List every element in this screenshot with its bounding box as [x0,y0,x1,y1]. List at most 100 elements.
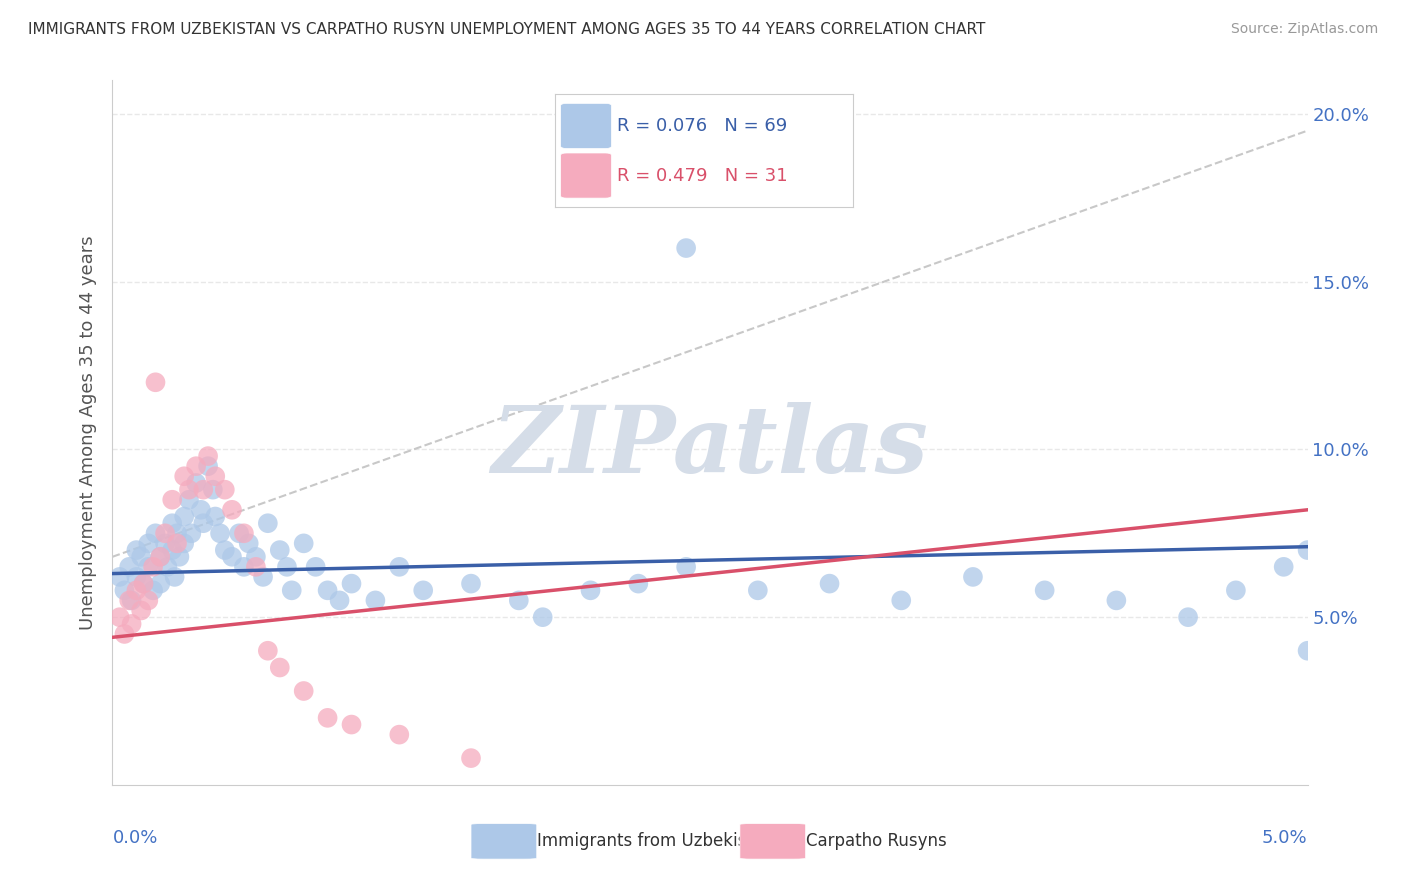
Point [316,583,339,598]
Point [1296,543,1319,558]
Point [257,644,280,658]
Point [173,536,195,550]
Point [129,603,152,617]
Point [1272,559,1295,574]
Point [108,610,131,624]
Point [269,543,291,558]
Point [162,492,183,507]
Point [747,583,769,598]
Point [388,728,411,742]
Point [121,616,143,631]
Point [145,376,167,390]
Point [125,570,148,584]
Point [125,543,148,558]
Point [156,559,179,574]
Point [252,570,274,584]
Point [121,593,143,607]
Point [460,576,482,591]
Point [180,526,202,541]
Text: Source: ZipAtlas.com: Source: ZipAtlas.com [1230,22,1378,37]
Point [197,449,219,463]
Text: 5.0%: 5.0% [1263,829,1308,847]
Point [138,536,160,550]
Point [108,570,131,584]
Point [177,492,200,507]
Point [228,526,250,541]
Text: 0.0%: 0.0% [112,829,157,847]
Point [149,549,172,564]
Point [233,526,256,541]
Point [166,526,188,541]
Point [460,751,482,765]
Point [962,570,984,584]
Point [292,536,315,550]
Point [169,549,191,564]
Point [153,536,176,550]
Point [388,559,411,574]
Point [142,559,165,574]
Point [579,583,602,598]
Y-axis label: Unemployment Among Ages 35 to 44 years: Unemployment Among Ages 35 to 44 years [79,235,97,630]
Point [129,549,152,564]
Point [125,583,148,598]
Point [162,516,183,531]
Point [245,549,267,564]
Point [190,503,212,517]
Point [153,526,176,541]
Point [245,559,267,574]
Point [214,543,236,558]
Point [142,583,165,598]
Point [276,559,298,574]
Point [890,593,912,607]
Point [1033,583,1056,598]
Point [173,509,195,524]
Point [257,516,280,531]
Point [138,559,160,574]
Point [193,516,215,531]
Point [412,583,434,598]
Point [316,711,339,725]
Point [1225,583,1247,598]
Point [162,543,183,558]
Point [145,526,167,541]
Point [114,627,135,641]
Point [193,483,215,497]
Point [214,483,236,497]
Point [818,576,841,591]
Point [221,549,243,564]
Point [204,509,226,524]
Point [508,593,530,607]
Point [118,559,141,574]
Point [329,593,352,607]
Point [186,475,208,490]
Point [149,576,172,591]
Point [1296,644,1319,658]
Point [197,459,219,474]
Point [675,559,697,574]
Point [675,241,697,255]
Point [201,483,224,497]
Point [186,459,208,474]
Point [238,536,260,550]
Point [114,583,135,598]
Point [138,593,160,607]
Point [1105,593,1128,607]
Point [340,717,363,731]
Text: ZIPatlas: ZIPatlas [492,401,928,491]
Point [118,593,141,607]
Point [163,570,186,584]
Point [221,503,243,517]
Point [166,536,188,550]
Point [364,593,387,607]
Point [305,559,328,574]
Text: IMMIGRANTS FROM UZBEKISTAN VS CARPATHO RUSYN UNEMPLOYMENT AMONG AGES 35 TO 44 YE: IMMIGRANTS FROM UZBEKISTAN VS CARPATHO R… [28,22,986,37]
Point [269,660,291,674]
Point [281,583,304,598]
Point [340,576,363,591]
Point [149,549,172,564]
Point [173,469,195,483]
Point [292,684,315,698]
Point [132,576,155,591]
Point [233,559,256,574]
Point [204,469,226,483]
